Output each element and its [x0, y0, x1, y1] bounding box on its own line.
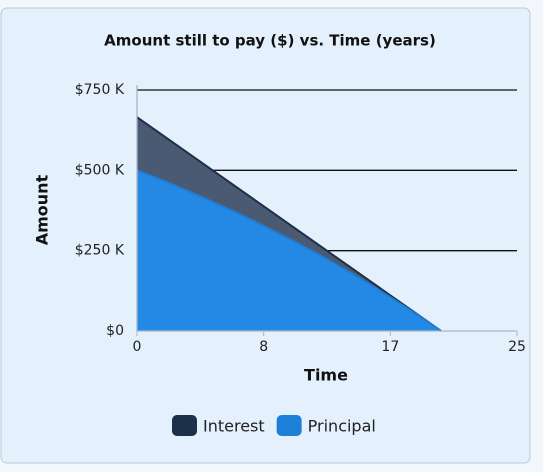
area-line: [136, 116, 442, 332]
y-tick-label: $500 K: [75, 162, 125, 178]
legend-swatch: [172, 415, 197, 436]
y-tick-label: $250 K: [75, 243, 125, 259]
area: [137, 170, 441, 331]
y-tick-label: $0: [106, 323, 124, 339]
legend-swatch: [276, 415, 302, 436]
chart-title: Amount still to pay ($) vs. Time (years): [104, 32, 436, 50]
y-tick-label: $750 K: [75, 82, 125, 98]
x-axis-title: Time: [304, 366, 348, 385]
area-line: [136, 169, 442, 332]
y-axis-title: Amount: [33, 174, 52, 245]
x-tick-label: 0: [133, 339, 142, 355]
x-tick-label: 25: [508, 339, 526, 355]
legend-label: Principal: [308, 417, 376, 436]
x-tick-label: 17: [381, 339, 399, 355]
x-tick-label: 8: [259, 339, 268, 355]
legend-label: Interest: [203, 417, 265, 436]
